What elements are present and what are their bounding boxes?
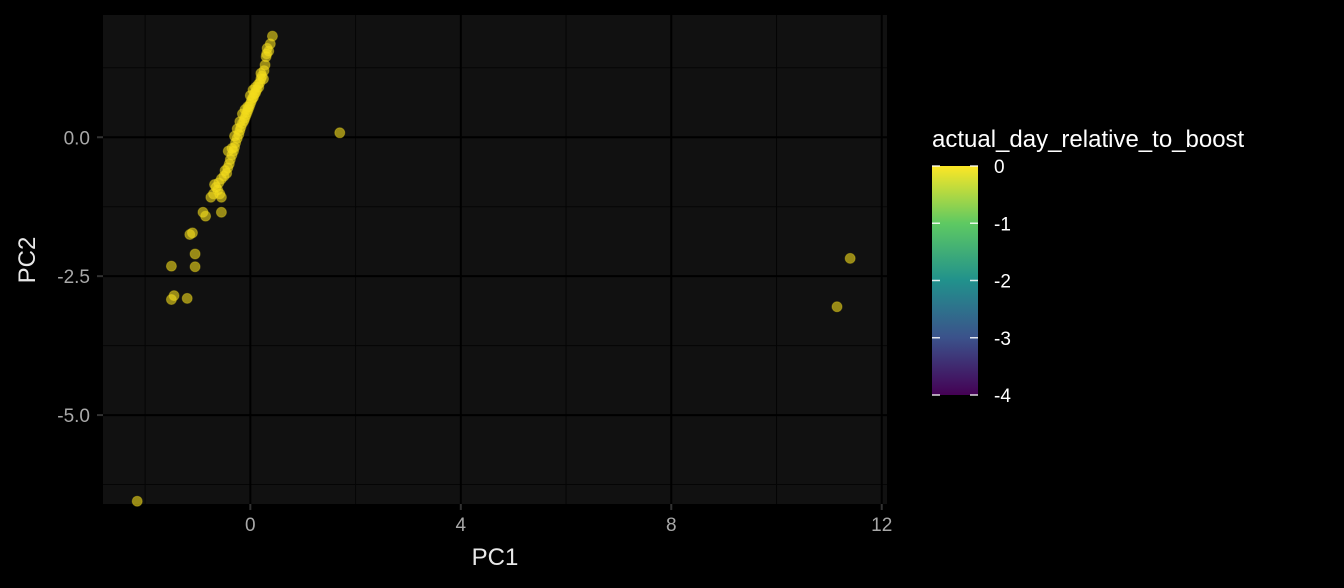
data-point: [215, 206, 227, 218]
data-point: [205, 191, 217, 203]
data-point: [239, 103, 251, 115]
data-point: [209, 178, 221, 190]
data-point: [189, 261, 201, 273]
data-point: [189, 248, 201, 260]
data-point: [229, 130, 241, 142]
legend: actual_day_relative_to_boost 0 -1 -2 -3 -4: [932, 126, 1245, 407]
axis-ticks: [97, 136, 883, 510]
x-tick-label: 12: [871, 515, 892, 536]
data-point: [222, 145, 234, 157]
legend-tick-label: -2: [994, 272, 1011, 293]
tick-labels: 0 4 8 12 0.0 -2.5 -5.0: [57, 128, 892, 536]
data-point: [261, 42, 273, 54]
grid: [103, 15, 887, 504]
data-point: [334, 127, 346, 139]
data-point: [250, 81, 262, 93]
x-axis-title: PC1: [472, 544, 519, 571]
legend-tick-label: 0: [994, 157, 1005, 178]
x-tick-label: 8: [666, 515, 677, 536]
data-point: [221, 167, 233, 179]
plot-panel: [103, 15, 887, 504]
y-axis-title: PC2: [14, 237, 41, 284]
y-tick-label: -5.0: [57, 406, 90, 427]
legend-ticks: 0 -1 -2 -3 -4: [932, 157, 1011, 407]
data-point: [831, 301, 843, 313]
data-point: [165, 260, 177, 272]
x-tick-label: 0: [245, 515, 256, 536]
data-point: [184, 228, 196, 240]
data-point: [131, 495, 143, 507]
y-tick-label: -2.5: [57, 267, 90, 288]
y-tick-label: 0.0: [64, 128, 90, 149]
legend-tick-label: -1: [994, 214, 1011, 235]
legend-title: actual_day_relative_to_boost: [932, 126, 1245, 153]
x-tick-label: 4: [456, 515, 467, 536]
legend-tick-label: -4: [994, 386, 1011, 407]
data-point: [234, 116, 246, 128]
data-point: [165, 294, 177, 306]
data-point: [200, 210, 212, 222]
data-point: [181, 292, 193, 304]
data-point: [844, 252, 856, 264]
data-point: [255, 67, 267, 79]
points: [131, 30, 856, 507]
legend-tick-label: -3: [994, 329, 1011, 350]
data-point: [244, 90, 256, 102]
